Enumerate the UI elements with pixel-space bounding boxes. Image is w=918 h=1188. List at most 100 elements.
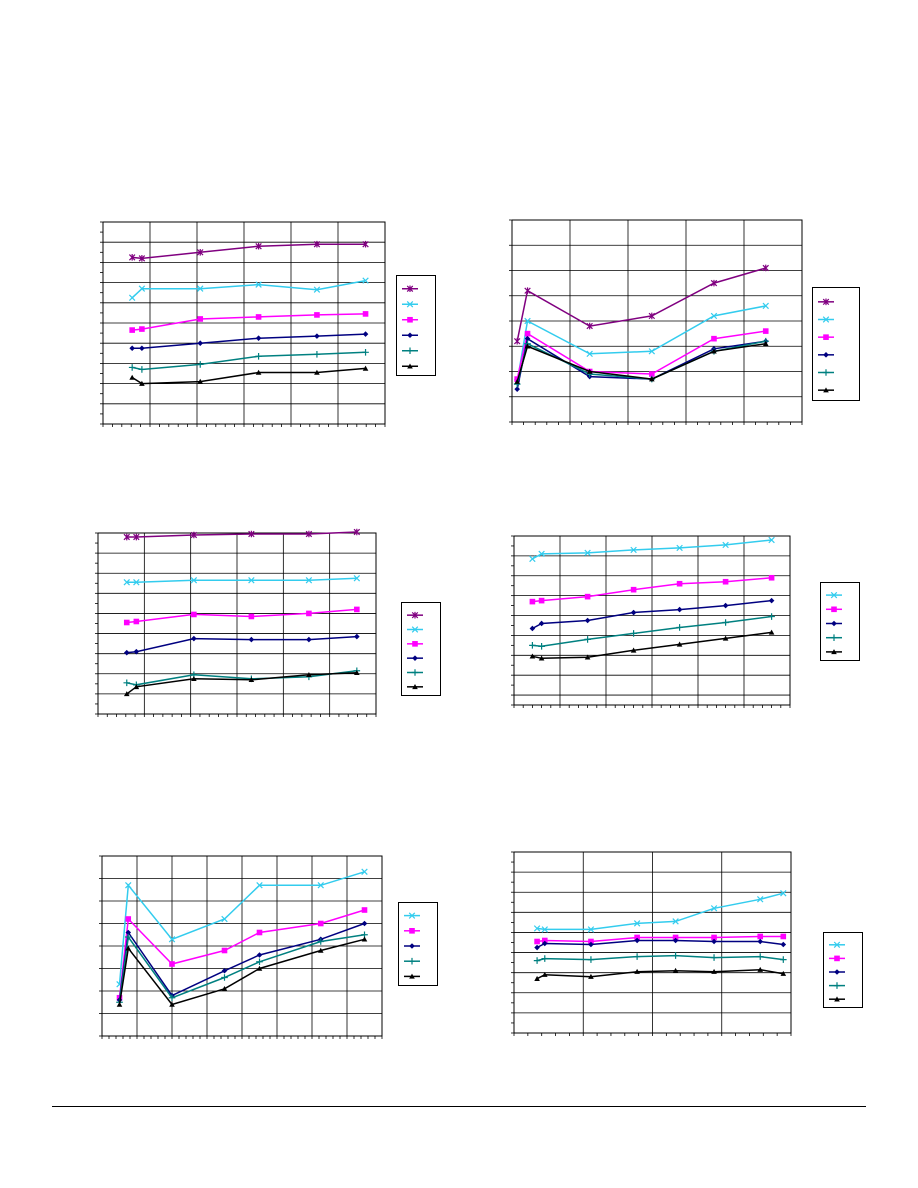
chart-6: [506, 845, 866, 1041]
legend-entry: [404, 912, 420, 919]
data-point: [255, 281, 262, 288]
legend-marker: [406, 347, 414, 355]
data-point: [190, 577, 198, 584]
data-point: [138, 285, 146, 292]
data-point: [125, 945, 132, 951]
data-point: [672, 952, 679, 959]
series-2: [534, 933, 787, 945]
data-point: [248, 577, 255, 584]
data-point: [314, 333, 320, 339]
legend-entry: [826, 591, 842, 599]
data-point: [524, 317, 531, 325]
data-point: [630, 609, 637, 616]
plot-frame: [513, 535, 791, 706]
series-line: [516, 330, 766, 380]
data-point: [722, 578, 729, 585]
data-point: [633, 953, 641, 960]
data-point: [757, 933, 764, 940]
data-point: [588, 973, 594, 979]
data-point: [768, 629, 775, 635]
plot-frame: [101, 855, 383, 1037]
series-line: [126, 531, 357, 538]
data-point: [317, 882, 324, 889]
series-2: [513, 302, 769, 385]
legend: [398, 902, 438, 986]
data-point: [191, 635, 197, 642]
legend-svg: [829, 941, 845, 1002]
series-6: [129, 365, 369, 386]
legend-marker: [823, 334, 829, 340]
data-point: [123, 579, 130, 586]
data-point: [197, 316, 204, 322]
data-point: [780, 933, 787, 940]
data-point: [648, 312, 656, 320]
data-point: [584, 549, 591, 557]
data-point: [780, 941, 787, 948]
legend-entry: [829, 982, 845, 989]
data-point: [133, 579, 140, 586]
series-4: [123, 633, 360, 656]
footer-rule: [52, 1106, 866, 1107]
legend-marker: [409, 973, 415, 979]
data-point: [584, 636, 591, 643]
grid: [509, 219, 803, 425]
legend-entry: [407, 655, 423, 661]
series-1: [513, 264, 769, 345]
legend-entry: [826, 606, 842, 613]
data-point: [256, 958, 263, 966]
data-point: [255, 353, 262, 360]
data-point: [710, 905, 718, 912]
data-point: [711, 968, 717, 974]
data-point: [362, 311, 369, 317]
series-2: [128, 277, 369, 301]
legend-marker: [834, 955, 840, 962]
data-point: [123, 619, 130, 626]
data-point: [123, 533, 130, 541]
legend-marker: [831, 620, 837, 627]
series-line: [132, 243, 366, 260]
data-point: [123, 649, 130, 656]
data-point: [169, 961, 175, 967]
data-point: [313, 351, 321, 358]
data-point: [248, 613, 255, 620]
data-point: [123, 691, 130, 697]
data-point: [538, 655, 545, 661]
legend-marker: [411, 669, 419, 676]
legend-marker: [830, 634, 838, 641]
legend-marker: [833, 982, 841, 989]
data-point: [672, 934, 679, 941]
series-5: [534, 966, 787, 981]
data-point: [584, 654, 591, 660]
data-point: [541, 937, 548, 944]
legend-entry: [402, 363, 418, 369]
data-point: [305, 530, 313, 538]
data-point: [672, 967, 679, 973]
data-point: [306, 671, 312, 678]
data-point: [116, 1001, 123, 1007]
grid: [99, 855, 383, 1039]
data-point: [762, 264, 769, 272]
data-point: [538, 620, 545, 627]
legend-marker: [823, 352, 829, 358]
data-point: [362, 365, 369, 371]
data-point: [221, 974, 228, 981]
data-point: [524, 343, 531, 349]
data-point: [634, 968, 640, 974]
data-point: [541, 955, 549, 962]
legend-entry: [402, 285, 418, 293]
legend-marker: [831, 606, 837, 613]
data-point: [305, 577, 313, 584]
data-point: [538, 643, 545, 650]
data-point: [221, 985, 228, 991]
data-point: [757, 966, 764, 972]
series-4: [514, 335, 769, 392]
data-point: [133, 648, 140, 655]
series-4: [116, 931, 368, 1006]
data-point: [248, 636, 255, 643]
series-5: [116, 936, 368, 1007]
data-point: [313, 286, 321, 293]
data-point: [529, 598, 536, 605]
legend-marker: [822, 316, 830, 323]
data-point: [711, 335, 717, 342]
series-line: [126, 672, 357, 695]
